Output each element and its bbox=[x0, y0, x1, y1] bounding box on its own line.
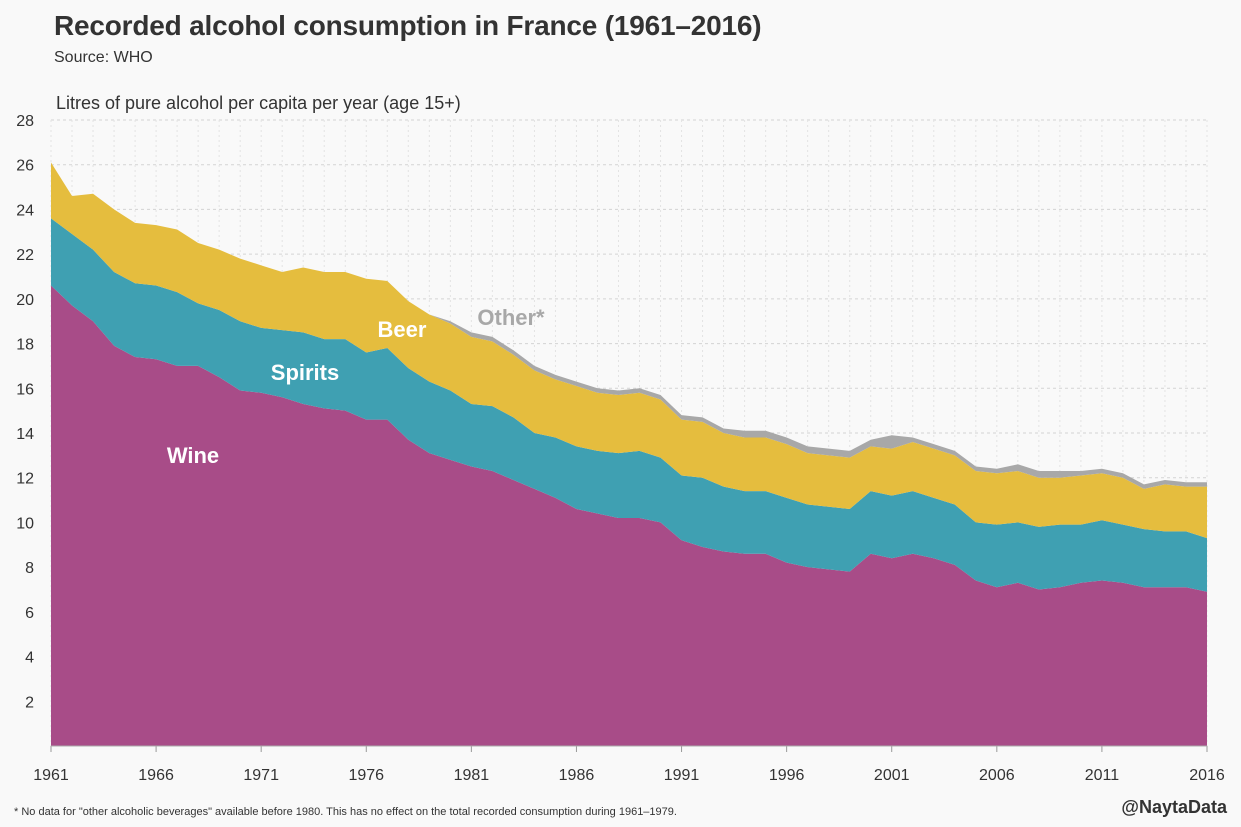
area-spirits bbox=[51, 218, 1207, 592]
y-tick-label: 16 bbox=[16, 381, 34, 398]
y-tick-label: 22 bbox=[16, 247, 34, 264]
x-tick-label: 2001 bbox=[874, 767, 910, 784]
series-label-beer: Beer bbox=[378, 317, 427, 342]
y-tick-label: 6 bbox=[25, 605, 34, 622]
x-tick-label: 2011 bbox=[1085, 767, 1120, 784]
x-tick-label: 1971 bbox=[243, 767, 279, 784]
y-tick-label: 10 bbox=[16, 515, 34, 532]
chart-subtitle: Source: WHO bbox=[54, 49, 153, 66]
x-tick-label: 1961 bbox=[33, 767, 69, 784]
y-tick-label: 14 bbox=[16, 426, 34, 443]
x-tick-label: 1991 bbox=[664, 767, 700, 784]
footnote: * No data for "other alcoholic beverages… bbox=[14, 806, 677, 818]
series-label-spirits: Spirits bbox=[271, 360, 339, 385]
y-tick-label: 24 bbox=[16, 202, 34, 219]
y-tick-label: 20 bbox=[16, 292, 34, 309]
x-tick-label: 1966 bbox=[138, 767, 174, 784]
chart-title: Recorded alcohol consumption in France (… bbox=[54, 10, 762, 41]
x-tick-label: 1986 bbox=[559, 767, 595, 784]
series-areas bbox=[51, 162, 1207, 746]
y-tick-label: 2 bbox=[25, 694, 34, 711]
x-tick-label: 1996 bbox=[769, 767, 805, 784]
x-tick-label: 2016 bbox=[1189, 767, 1225, 784]
y-tick-label: 18 bbox=[16, 337, 34, 354]
y-tick-label: 8 bbox=[25, 560, 34, 577]
area-wine bbox=[51, 285, 1207, 746]
series-labels: Wine Spirits Beer Other* bbox=[167, 305, 545, 468]
y-tick-label: 12 bbox=[16, 471, 34, 488]
x-tick-label: 2006 bbox=[979, 767, 1015, 784]
series-label-other: Other* bbox=[477, 305, 545, 330]
x-tick-label: 1976 bbox=[348, 767, 384, 784]
y-tick-label: 26 bbox=[16, 158, 34, 175]
y-axis-label: Litres of pure alcohol per capita per ye… bbox=[56, 93, 461, 113]
x-tick-label: 1981 bbox=[454, 767, 490, 784]
series-label-wine: Wine bbox=[167, 443, 219, 468]
area-beer bbox=[51, 162, 1207, 539]
credit: @NaytaData bbox=[1121, 797, 1227, 817]
y-tick-label: 4 bbox=[25, 650, 34, 667]
y-tick-label: 28 bbox=[16, 113, 34, 130]
